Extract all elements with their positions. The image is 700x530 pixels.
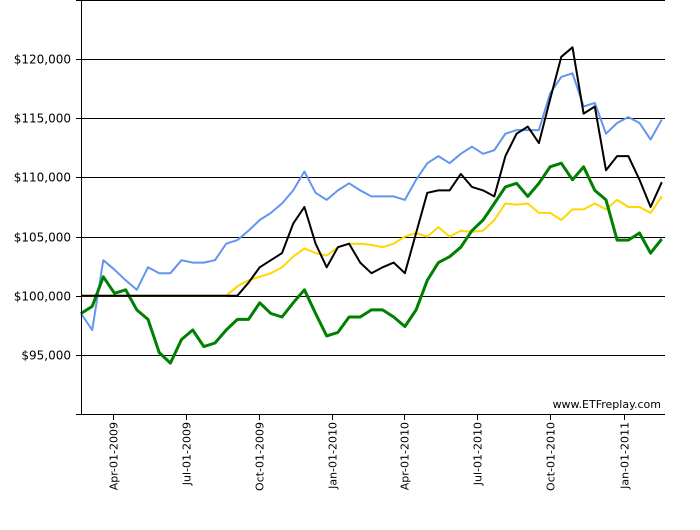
watermark: www.ETFreplay.com [553,398,661,411]
x-tick-label: Oct-01-2010 [545,422,558,491]
y-tick-label: $95,000 [21,349,71,363]
series-lines [80,46,663,365]
y-tick-label: $120,000 [14,53,71,67]
x-tick-labels: Apr-01-2009 Jul-01-2009 Oct-01-2009 Jan-01-… [108,422,632,491]
x-tick-label: Apr-01-2009 [108,422,121,490]
axes [76,0,665,420]
x-tick-label: Apr-01-2010 [399,422,412,490]
x-tick-label: Jul-01-2010 [472,422,485,486]
series-line-0 [80,72,663,331]
x-tick-label: Jul-01-2009 [181,422,194,486]
x-tick-label: Jan-01-2010 [327,422,340,490]
y-tick-label: $100,000 [14,290,71,304]
x-tick-label: Jan-01-2011 [619,422,632,490]
x-tick-label: Oct-01-2009 [254,422,267,491]
y-tick-label: $105,000 [14,231,71,245]
series-line-3 [81,46,663,297]
series-line-1 [81,195,663,297]
series-line-2 [80,161,663,365]
y-tick-label: $115,000 [14,112,71,126]
y-tick-labels: $95,000 $100,000 $105,000 $110,000 $115,000 $… [14,53,71,363]
gridlines [76,0,665,356]
y-tick-label: $110,000 [14,171,71,185]
